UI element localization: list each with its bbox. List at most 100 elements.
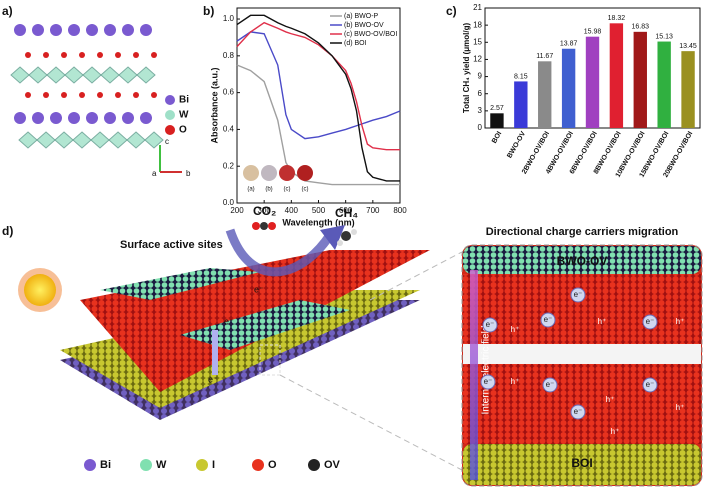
bar [609,23,624,128]
octahedron [90,131,110,149]
o-atom [97,52,103,58]
scheme: Surface active sites CO₂ CH₄ e⁻ e⁻ e⁻ Di… [18,204,703,487]
bi-atom [68,112,80,124]
interface [463,344,701,364]
carrier [642,314,658,330]
bar [681,51,695,129]
y-tick-label: 0.8 [223,51,235,60]
series-line [236,31,401,140]
y-tick-label: 21 [473,3,482,12]
bar [633,31,647,129]
o-atom [79,92,85,98]
value-label: 15.98 [584,29,602,36]
molecule [341,231,351,241]
field-arrow [470,270,478,480]
legend-label: O [268,459,277,471]
axis-letter: a [152,169,157,178]
bi-atom [32,112,44,124]
octahedron [10,66,30,84]
carrier-label: h⁺ [511,377,520,386]
legend-marker [140,459,152,471]
y-tick-label: 0.2 [223,161,235,170]
o-atom [43,52,49,58]
annotation: CO₂ [253,204,276,218]
x-tick-label: 400 [285,206,299,215]
zoom-line [279,374,463,471]
carrier [570,287,586,303]
boi-layer [463,444,701,485]
bar [514,81,528,128]
value-label: 16.83 [632,24,650,31]
octahedron [82,66,102,84]
value-label: 18.32 [608,15,626,22]
carrier [482,317,498,333]
legend-marker [165,110,175,120]
legend-marker [252,459,264,471]
carrier-label: e⁻ [544,315,553,324]
octahedron [108,131,128,149]
value-label: 13.45 [679,43,697,50]
molecule [351,229,357,235]
carrier-label: h⁺ [606,395,615,404]
carrier-label: h⁺ [511,325,520,334]
bi-atom [68,24,80,36]
x-tick-label: 500 [312,206,326,215]
octahedron [36,131,56,149]
y-tick-label: 15 [473,37,482,46]
layer-label: BWO-OV [557,254,608,268]
carrier [540,312,556,328]
carrier-label: h⁺ [598,317,607,326]
o-atom [115,92,121,98]
octahedron [144,131,164,149]
x-tick-label: BOI [491,130,503,144]
sample-photo [243,165,259,181]
bi-atom [14,24,26,36]
legend-label: I [212,459,215,471]
axis-letter: c [165,137,169,146]
photo-label: (c) [302,187,309,193]
y-tick-label: 0.4 [223,125,235,134]
series-line [236,64,400,186]
x-tick-label: 700 [366,206,380,215]
carrier-label: e⁻ [574,407,583,416]
electron: e⁻ [254,284,264,294]
o-atom [61,52,67,58]
bi-atom [122,24,134,36]
bi-atom [50,112,62,124]
sample-photo [261,165,277,181]
molecule [337,240,343,246]
value-label: 2.57 [490,105,504,112]
carrier-label: e⁻ [546,380,555,389]
o-atom [79,52,85,58]
o-atom [151,52,157,58]
legend-label: O [179,125,187,136]
x-tick-label: 600 [339,206,353,215]
bwo-layer [463,246,701,274]
bi-atom [50,24,62,36]
molecule [268,222,276,230]
octahedron [126,131,146,149]
y-axis-label: Absorbance (a.u.) [209,67,219,143]
x-tick-label: BWO-OV [506,130,527,159]
bi-atom [122,112,134,124]
y-tick-label: 9 [478,72,483,81]
electron: e⁻ [208,374,218,384]
zoom-box [259,344,281,376]
bwo-island [100,268,260,300]
bi-atom [140,112,152,124]
octahedron [72,131,92,149]
series-line [236,14,400,182]
x-tick-label: 200 [230,206,244,215]
y-tick-label: 12 [473,55,482,64]
legend-label: Bi [179,95,189,106]
legend-label: (b) BWO-OV [344,22,384,29]
carrier [480,374,496,390]
molecule [252,222,260,230]
y-tick-label: 1.0 [223,14,235,23]
photo-label: (b) [265,187,272,193]
legend-marker [308,459,320,471]
bar [561,48,576,128]
sample-photo [297,165,313,181]
carrier-label: e⁻ [574,290,583,299]
carrier-label: e⁻ [646,380,655,389]
